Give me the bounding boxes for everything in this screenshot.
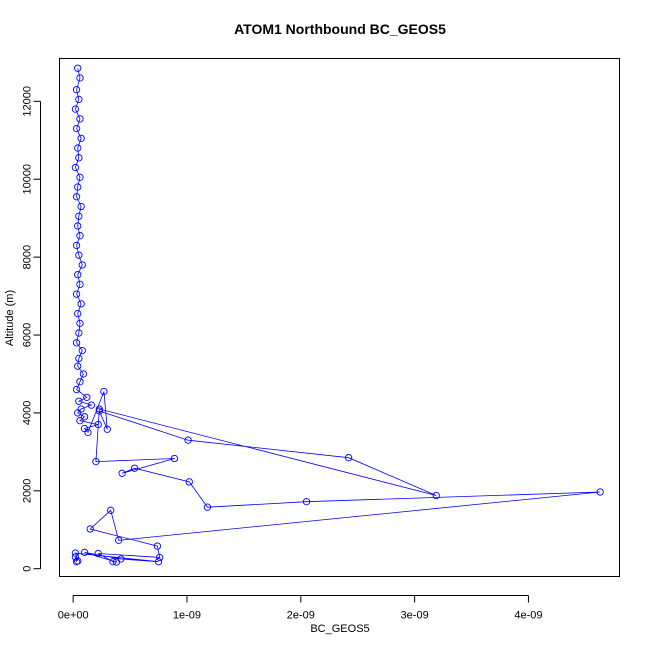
data-series (71, 64, 604, 566)
y-tick-label: 2000 (22, 479, 34, 503)
data-point (94, 420, 102, 429)
data-point (76, 74, 84, 82)
x-tick-label: 0e+00 (58, 610, 89, 622)
data-point (72, 241, 81, 250)
y-tick-label: 6000 (22, 323, 34, 347)
data-point (94, 549, 102, 558)
data-point (76, 115, 84, 123)
data-point (74, 222, 82, 230)
data-point (86, 525, 94, 533)
data-point (78, 261, 86, 269)
data-point (109, 558, 117, 566)
data-point (80, 413, 89, 421)
data-point (596, 488, 604, 496)
data-point (72, 86, 81, 94)
x-axis: 0e+00 1e-09 2e-09 3e-09 4e-09 (58, 595, 543, 622)
x-tick-label: 2e-09 (287, 610, 315, 622)
data-point (74, 362, 82, 370)
data-point (75, 329, 83, 337)
data-point (95, 407, 103, 415)
data-point (76, 417, 84, 425)
x-axis-label: BC_GEOS5 (310, 623, 369, 635)
data-point (75, 154, 83, 162)
chart-title: ATOM1 Northbound BC_GEOS5 (234, 21, 446, 37)
data-point (92, 457, 100, 466)
data-point (432, 491, 440, 500)
data-point (76, 319, 84, 327)
data-point (72, 385, 81, 394)
data-point (74, 409, 82, 417)
data-point (72, 193, 81, 201)
data-point (72, 290, 81, 298)
data-point (74, 309, 82, 318)
data-point (71, 553, 80, 561)
y-axis: 0 2000 4000 6000 8000 10000 12000 (22, 86, 41, 572)
data-point (77, 300, 85, 308)
data-point (75, 212, 83, 220)
data-point (302, 498, 311, 506)
data-point (74, 183, 82, 191)
data-point (74, 557, 82, 565)
data-point (203, 503, 212, 511)
data-point (72, 558, 81, 566)
data-point (72, 339, 81, 347)
data-point (100, 387, 108, 396)
data-point (130, 464, 139, 472)
plot-area-frame (59, 58, 620, 577)
data-point (156, 553, 164, 562)
data-point (115, 536, 123, 544)
data-point (118, 469, 126, 477)
data-point (78, 346, 86, 355)
data-point (77, 202, 85, 211)
data-point (184, 436, 192, 444)
data-point (80, 548, 89, 557)
data-point (83, 393, 91, 401)
data-point (72, 124, 81, 133)
x-tick-label: 1e-09 (173, 610, 201, 622)
data-point (117, 555, 125, 563)
y-tick-label: 10000 (22, 164, 34, 195)
data-point (77, 134, 85, 142)
data-point (87, 401, 96, 409)
data-point (170, 454, 179, 463)
data-point (74, 64, 82, 72)
data-point (76, 280, 84, 289)
data-point (75, 397, 83, 405)
data-point (74, 271, 82, 279)
data-point (71, 163, 80, 172)
data-point (75, 95, 83, 104)
data-point (71, 105, 80, 113)
y-tick-label: 12000 (22, 86, 34, 117)
data-point (71, 549, 80, 557)
data-point (76, 378, 84, 386)
data-point (153, 542, 162, 550)
data-point (103, 425, 111, 433)
y-tick-label: 4000 (22, 401, 34, 425)
x-tick-label: 4e-09 (514, 610, 542, 622)
data-point (79, 370, 88, 378)
data-point (75, 354, 83, 363)
y-tick-label: 8000 (22, 245, 34, 269)
x-tick-label: 3e-09 (401, 610, 429, 622)
y-tick-label: 0 (22, 566, 34, 572)
data-point (95, 405, 103, 413)
data-point (154, 558, 163, 566)
data-point (76, 232, 84, 240)
data-point (74, 144, 82, 152)
y-axis-label: Altitude (m) (4, 290, 16, 346)
data-point (107, 506, 115, 514)
data-point (185, 478, 193, 486)
data-point (75, 251, 83, 259)
data-point (344, 454, 353, 462)
data-point (84, 428, 92, 437)
data-point (76, 173, 84, 181)
series-line (74, 68, 601, 563)
